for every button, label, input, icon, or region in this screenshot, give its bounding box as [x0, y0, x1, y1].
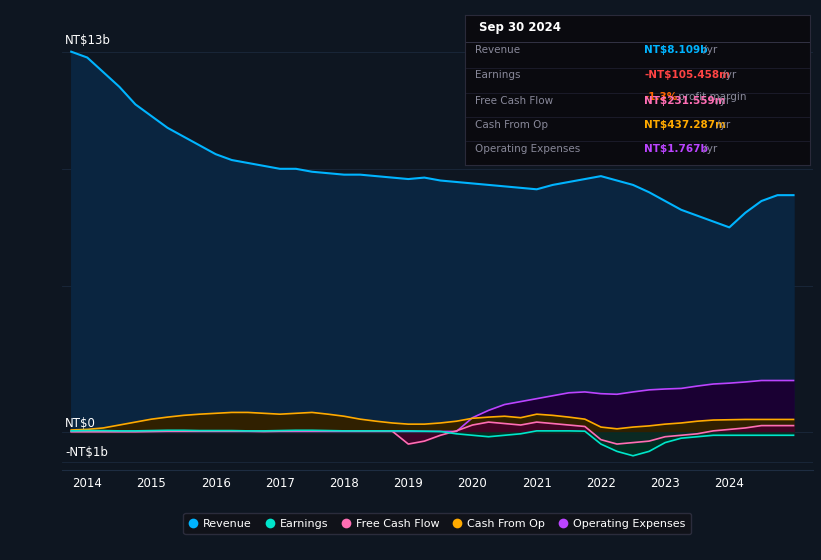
Text: NT$231.559m: NT$231.559m: [644, 96, 726, 106]
Text: /yr: /yr: [713, 120, 730, 130]
Text: NT$13b: NT$13b: [66, 34, 111, 47]
Text: /yr: /yr: [719, 71, 736, 81]
Text: NT$1.767b: NT$1.767b: [644, 144, 709, 154]
Text: profit margin: profit margin: [676, 91, 747, 101]
Text: NT$0: NT$0: [66, 417, 96, 430]
Text: Operating Expenses: Operating Expenses: [475, 144, 580, 154]
Text: -1.3%: -1.3%: [644, 91, 677, 101]
Text: Free Cash Flow: Free Cash Flow: [475, 96, 553, 106]
Text: Cash From Op: Cash From Op: [475, 120, 548, 130]
Text: NT$8.109b: NT$8.109b: [644, 45, 708, 55]
Text: /yr: /yr: [700, 144, 718, 154]
Text: -NT$105.458m: -NT$105.458m: [644, 71, 731, 81]
Text: /yr: /yr: [713, 96, 730, 106]
Text: Earnings: Earnings: [475, 71, 521, 81]
Text: Revenue: Revenue: [475, 45, 521, 55]
Legend: Revenue, Earnings, Free Cash Flow, Cash From Op, Operating Expenses: Revenue, Earnings, Free Cash Flow, Cash …: [183, 513, 691, 534]
Text: NT$437.287m: NT$437.287m: [644, 120, 727, 130]
Text: Sep 30 2024: Sep 30 2024: [479, 21, 561, 34]
Text: -NT$1b: -NT$1b: [66, 446, 108, 459]
Text: /yr: /yr: [700, 45, 718, 55]
